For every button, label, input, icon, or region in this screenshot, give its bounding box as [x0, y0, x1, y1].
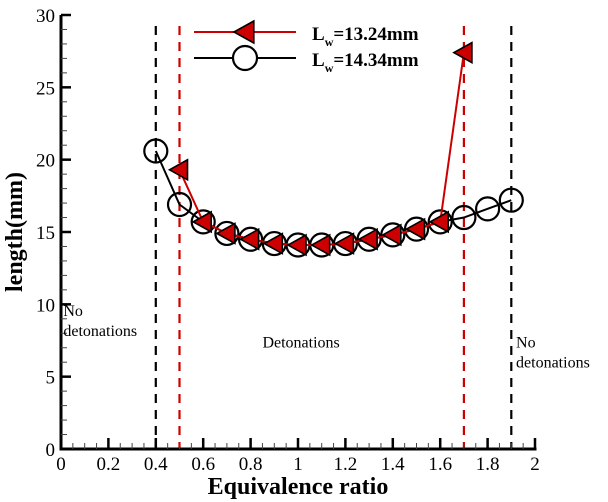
x-tick-label: 1.8 — [476, 454, 500, 475]
data-point-triangle — [262, 232, 284, 255]
data-point-triangle — [357, 227, 378, 251]
annotation-line: Detonations — [262, 335, 339, 352]
legend-marker-circle — [231, 44, 259, 72]
data-point-circle — [143, 138, 169, 164]
data-point-triangle — [191, 210, 212, 234]
boundary-lines — [154, 26, 513, 449]
legend-label-2: Lw=14.34mm — [312, 50, 419, 75]
data-point-circle — [498, 187, 524, 213]
annotation-line: detonations — [516, 355, 590, 372]
data-point-triangle — [404, 217, 426, 241]
legend-label-1-sub: w — [325, 35, 334, 49]
data-point-triangle — [333, 232, 355, 255]
x-axis-title: Equivalence ratio — [208, 474, 389, 500]
legend-label-2-rest: =14.34mm — [333, 50, 418, 71]
data-point-triangle — [310, 233, 331, 257]
y-tick-label: 30 — [36, 6, 55, 27]
data-point-circle — [451, 204, 477, 231]
x-tick-label: 1.6 — [428, 454, 452, 475]
data-point-triangle — [428, 210, 450, 234]
annotation-right: No detonations — [516, 335, 590, 372]
x-tick-label: 0.4 — [144, 454, 168, 475]
annotation-line: No — [63, 303, 83, 320]
legend-label-1: Lw=13.24mm — [312, 24, 419, 49]
annotation-center: Detonations — [262, 335, 339, 352]
data-point-circle — [166, 191, 193, 218]
x-tick-label: 0 — [56, 454, 66, 475]
annotations: No detonations Detonations No detonations — [63, 303, 589, 372]
series-2 — [143, 138, 524, 258]
annotation-line: detonations — [63, 323, 137, 340]
legend-label-1-rest: =13.24mm — [333, 24, 418, 45]
series-1 — [167, 41, 473, 257]
legend-marker-triangle — [232, 19, 255, 45]
ticks: 0 5 10 15 20 25 30 0 0.2 0.4 0.6 0.8 1 1.2 1.4 1.6 1.8 2 — [36, 6, 540, 475]
data-point-triangle — [286, 233, 307, 257]
legend: Lw=13.24mm Lw=14.34mm — [194, 19, 419, 75]
annotation-line: No — [516, 335, 536, 352]
y-tick-label: 10 — [36, 295, 55, 316]
annotation-left: No detonations — [63, 303, 137, 340]
series-layer — [143, 41, 524, 258]
legend-label-2-sub: w — [325, 61, 334, 75]
y-tick-label: 0 — [46, 440, 56, 461]
series-line-1 — [178, 52, 465, 247]
data-point-triangle — [215, 222, 236, 245]
data-point-triangle — [381, 223, 402, 247]
y-tick-label: 5 — [46, 368, 56, 389]
x-tick-label: 2 — [530, 454, 540, 475]
data-point-triangle — [452, 41, 473, 64]
x-tick-label: 0.2 — [97, 454, 121, 475]
y-tick-label: 15 — [36, 223, 55, 244]
data-point-triangle — [238, 227, 260, 251]
legend-label-1-main: L — [312, 24, 325, 45]
y-tick-label: 20 — [36, 151, 55, 172]
x-tick-label: 1 — [293, 454, 303, 475]
y-axis-title: length(mm) — [2, 172, 28, 292]
legend-entry-2: Lw=14.34mm — [194, 44, 419, 75]
y-tick-label: 25 — [36, 78, 55, 99]
data-point-circle — [475, 196, 501, 222]
x-tick-label: 0.8 — [239, 454, 263, 475]
data-point-triangle — [167, 158, 189, 182]
x-tick-label: 1.4 — [381, 454, 405, 475]
x-tick-label: 0.6 — [191, 454, 215, 475]
x-tick-label: 1.2 — [334, 454, 358, 475]
legend-entry-1: Lw=13.24mm — [194, 19, 419, 49]
legend-label-2-main: L — [312, 50, 325, 71]
